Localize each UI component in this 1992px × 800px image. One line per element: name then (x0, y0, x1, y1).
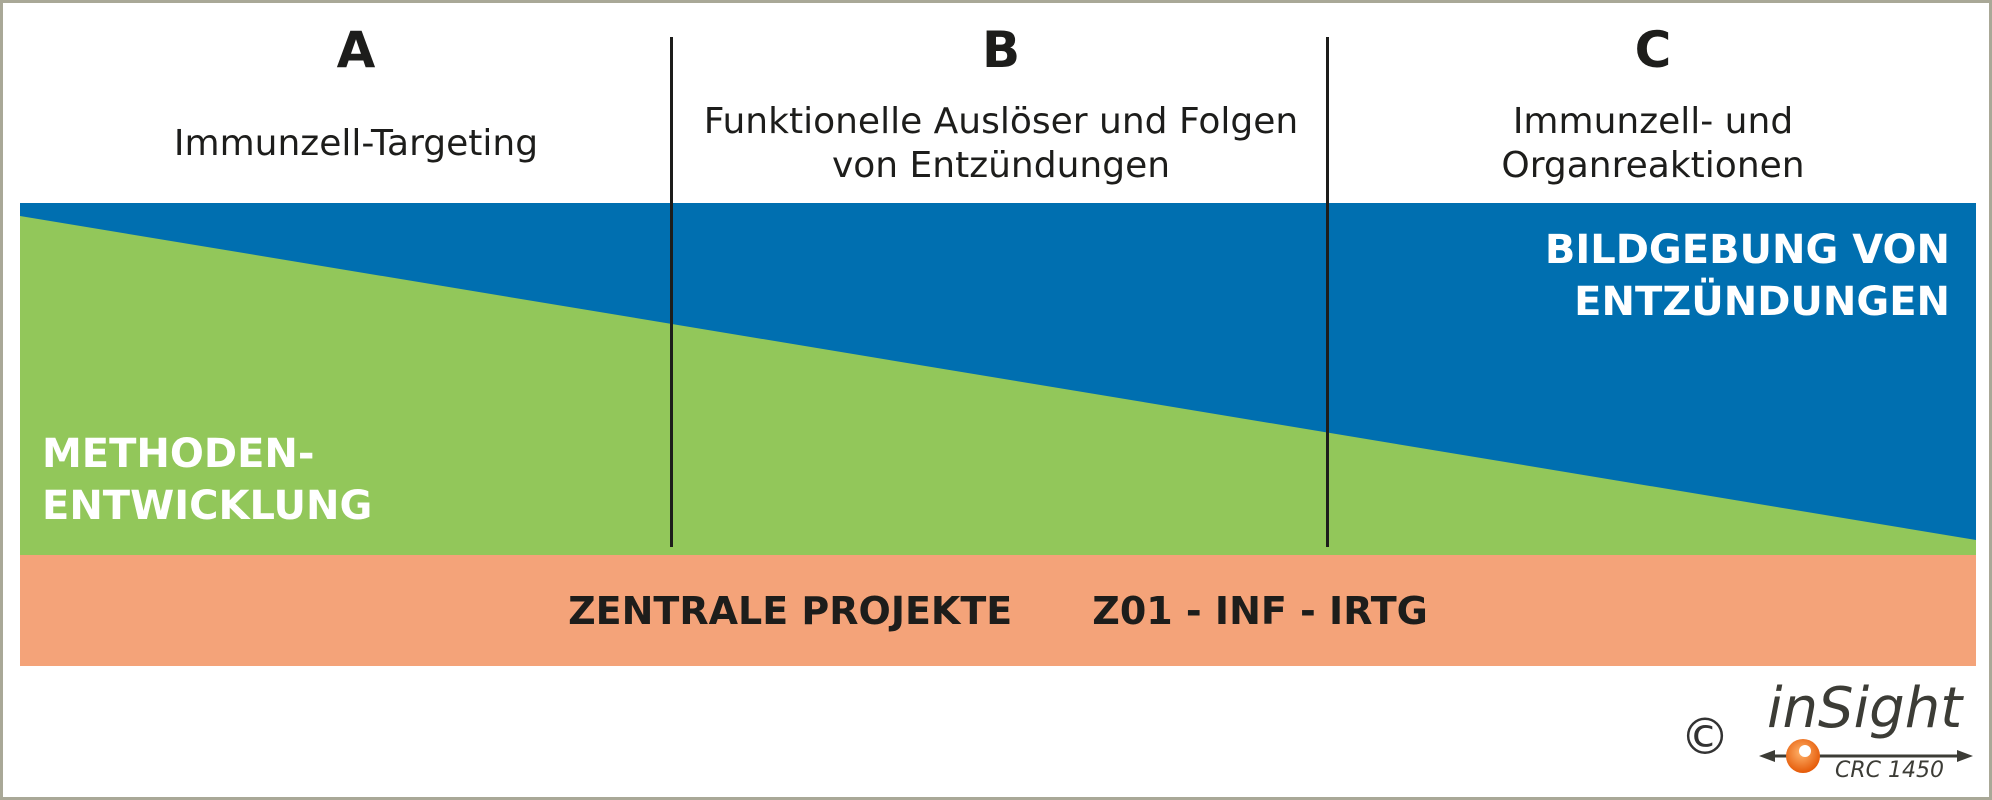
column-c: C Immunzell- und Organreaktionen (1330, 20, 1976, 188)
methods-label-line1: METHODEN- (42, 431, 315, 477)
methods-label: METHODEN- ENTWICKLUNG (42, 428, 372, 532)
column-b-title-line1: Funktionelle Auslöser und Folgen (703, 101, 1299, 142)
logo-arrow-icon (1759, 739, 1973, 773)
insight-logo: inSight CRC 1450 (1755, 676, 1975, 786)
column-c-title-line1: Immunzell- und (1512, 101, 1794, 142)
column-c-title-line2: Organreaktionen (1501, 145, 1805, 186)
column-a-title: Immunzell-Targeting (173, 123, 539, 164)
column-b-letter: B (981, 21, 1021, 79)
imaging-label: BILDGEBUNG VON ENTZÜNDUNGEN (1545, 224, 1950, 328)
central-projects-bar: ZENTRALE PROJEKTE Z01 - INF - IRTG (20, 555, 1976, 666)
column-b-title-line2: von Entzündungen (831, 145, 1171, 186)
column-b: B Funktionelle Auslöser und Folgen von E… (675, 20, 1327, 188)
logo-subtitle: CRC 1450 (1835, 758, 1944, 783)
column-a-letter: A (336, 21, 376, 79)
methods-area (20, 216, 1976, 555)
divider-ab (670, 37, 673, 547)
central-projects: Z01 - INF - IRTG (1092, 588, 1428, 633)
imaging-label-line1: BILDGEBUNG VON (1544, 227, 1950, 273)
divider-bc (1326, 37, 1329, 547)
copyright-icon: © (1680, 708, 1730, 766)
logo-wordmark: inSight (1767, 676, 1963, 741)
column-a: A Immunzell-Targeting (40, 20, 672, 166)
central-label: ZENTRALE PROJEKTE (568, 588, 1013, 633)
column-c-letter: C (1634, 21, 1672, 79)
methods-label-line2: ENTWICKLUNG (42, 483, 373, 529)
imaging-label-line2: ENTZÜNDUNGEN (1574, 279, 1950, 325)
